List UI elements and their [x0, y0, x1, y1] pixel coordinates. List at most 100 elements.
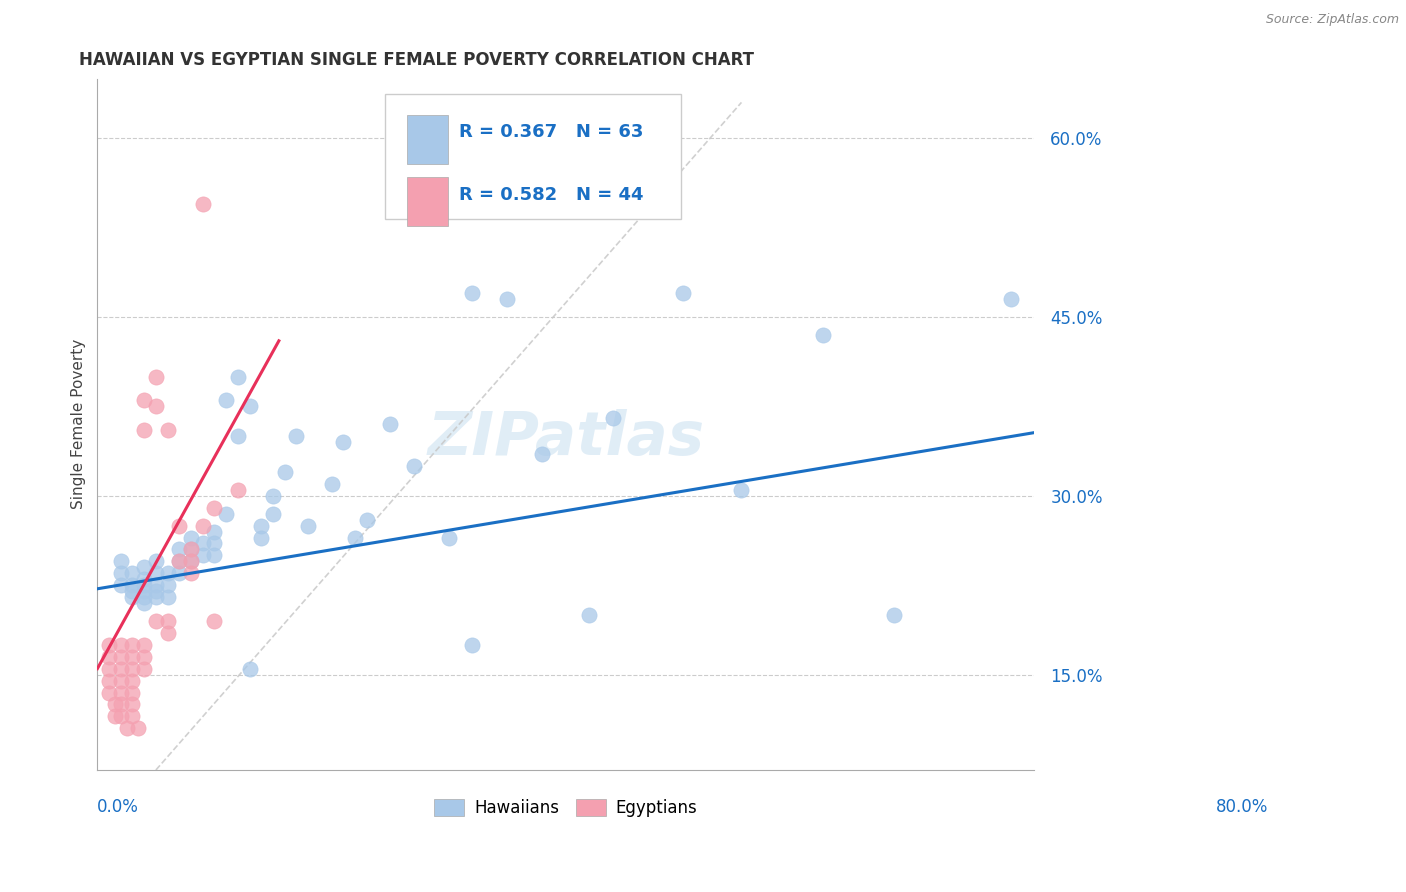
Point: [121, 566, 143, 581]
Point: [145, 590, 167, 604]
Text: ZIPatlas: ZIPatlas: [427, 409, 704, 467]
Point: [813, 327, 835, 342]
Point: [121, 590, 143, 604]
Point: [134, 572, 156, 586]
Point: [191, 518, 214, 533]
Point: [156, 423, 179, 437]
Point: [250, 531, 273, 545]
Y-axis label: Single Female Poverty: Single Female Poverty: [72, 339, 86, 509]
Point: [356, 513, 378, 527]
Point: [274, 465, 297, 479]
Point: [496, 292, 519, 306]
Point: [169, 554, 191, 568]
Point: [297, 518, 319, 533]
Point: [180, 554, 202, 568]
Point: [204, 614, 226, 628]
Point: [262, 507, 284, 521]
Point: [215, 393, 238, 408]
Point: [578, 607, 600, 622]
FancyBboxPatch shape: [385, 94, 681, 219]
Point: [321, 476, 343, 491]
Point: [98, 649, 121, 664]
Text: R = 0.367   N = 63: R = 0.367 N = 63: [458, 123, 644, 141]
Point: [204, 549, 226, 563]
Point: [239, 662, 262, 676]
Point: [121, 685, 143, 699]
Point: [226, 483, 249, 497]
Point: [531, 447, 554, 461]
Point: [121, 662, 143, 676]
Point: [110, 709, 132, 723]
Point: [134, 590, 156, 604]
Point: [145, 400, 167, 414]
Text: R = 0.582   N = 44: R = 0.582 N = 44: [458, 186, 644, 203]
Point: [115, 721, 138, 735]
Point: [204, 500, 226, 515]
Point: [134, 393, 156, 408]
Point: [134, 649, 156, 664]
Point: [180, 542, 202, 557]
Point: [134, 584, 156, 599]
Point: [145, 584, 167, 599]
Point: [121, 698, 143, 712]
Point: [110, 566, 132, 581]
Point: [98, 638, 121, 652]
Point: [121, 673, 143, 688]
Point: [262, 489, 284, 503]
Point: [134, 423, 156, 437]
Point: [180, 554, 202, 568]
Point: [169, 566, 191, 581]
Point: [104, 698, 127, 712]
Point: [156, 614, 179, 628]
Text: 0.0%: 0.0%: [97, 797, 139, 815]
Point: [134, 638, 156, 652]
Point: [343, 531, 366, 545]
Point: [110, 578, 132, 592]
Point: [145, 554, 167, 568]
Point: [145, 369, 167, 384]
Point: [672, 286, 695, 301]
Point: [191, 196, 214, 211]
Point: [180, 531, 202, 545]
Point: [110, 662, 132, 676]
Point: [121, 649, 143, 664]
Point: [204, 536, 226, 550]
Point: [134, 662, 156, 676]
Point: [134, 560, 156, 574]
Point: [285, 429, 308, 443]
Point: [169, 518, 191, 533]
Point: [110, 673, 132, 688]
Point: [437, 531, 460, 545]
Point: [378, 417, 401, 432]
FancyBboxPatch shape: [406, 114, 447, 163]
Point: [883, 607, 905, 622]
Point: [98, 685, 121, 699]
Point: [169, 554, 191, 568]
Point: [110, 698, 132, 712]
Point: [121, 578, 143, 592]
Point: [145, 578, 167, 592]
Point: [461, 286, 484, 301]
Point: [145, 614, 167, 628]
Point: [180, 566, 202, 581]
Point: [250, 518, 273, 533]
Point: [134, 578, 156, 592]
Point: [98, 662, 121, 676]
Point: [215, 507, 238, 521]
Legend: Hawaiians, Egyptians: Hawaiians, Egyptians: [427, 792, 704, 824]
Point: [602, 411, 624, 425]
Point: [110, 554, 132, 568]
Point: [110, 685, 132, 699]
Point: [730, 483, 752, 497]
Point: [1000, 292, 1022, 306]
Text: Source: ZipAtlas.com: Source: ZipAtlas.com: [1265, 13, 1399, 27]
Point: [104, 709, 127, 723]
Point: [156, 578, 179, 592]
Point: [461, 638, 484, 652]
Point: [402, 458, 425, 473]
FancyBboxPatch shape: [406, 177, 447, 226]
Point: [226, 369, 249, 384]
Point: [180, 542, 202, 557]
Point: [145, 566, 167, 581]
Point: [127, 721, 149, 735]
